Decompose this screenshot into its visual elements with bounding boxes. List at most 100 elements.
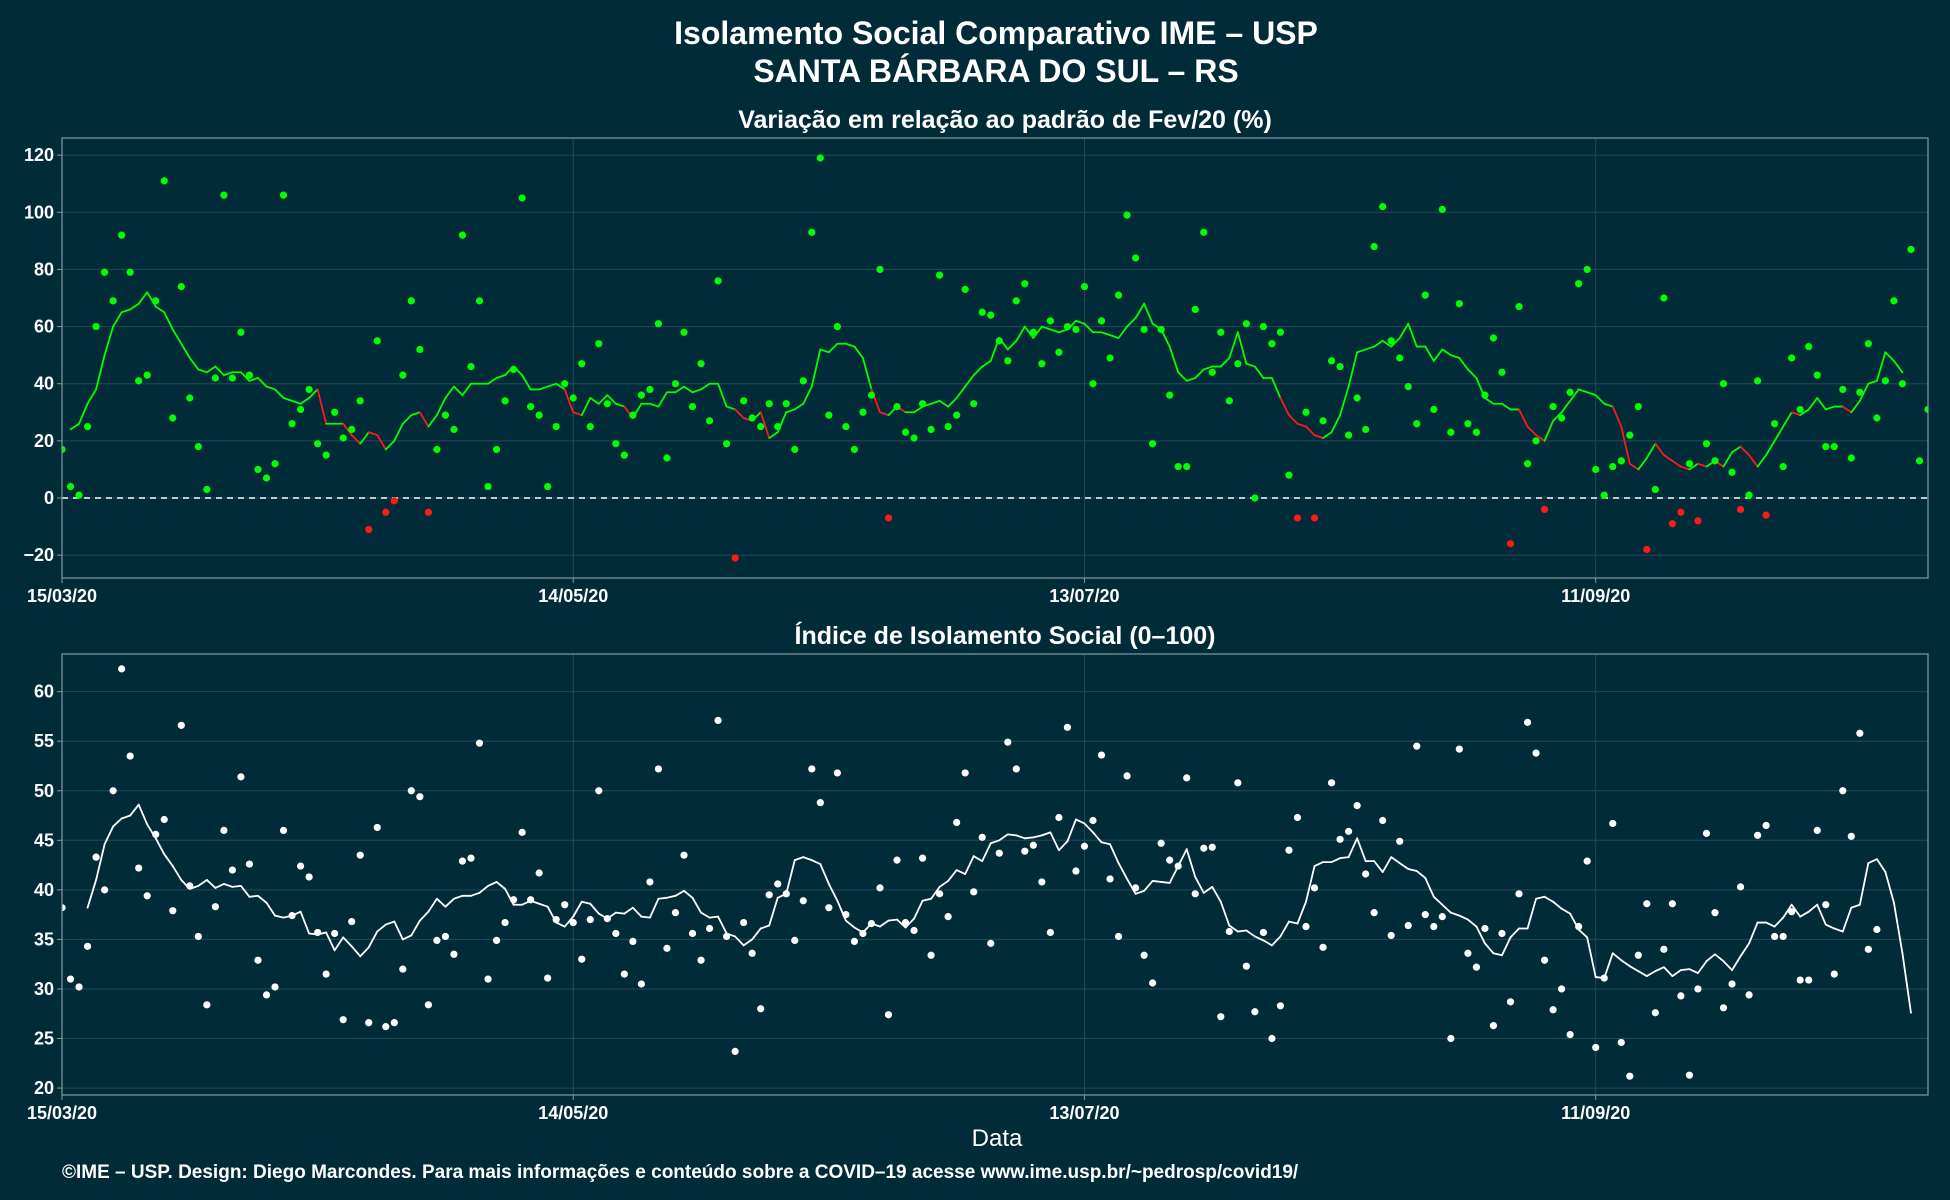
- data-point: [118, 665, 126, 673]
- moving-average-segment: [359, 946, 370, 958]
- data-point: [995, 337, 1003, 345]
- data-point: [765, 891, 773, 899]
- moving-average-segment: [495, 881, 506, 890]
- data-point: [1447, 428, 1455, 436]
- panel-title: Variação em relação ao padrão de Fev/20 …: [738, 106, 1272, 134]
- moving-average-segment: [580, 900, 592, 905]
- data-point: [407, 297, 415, 305]
- data-point: [1634, 402, 1642, 411]
- data-point: [1651, 485, 1659, 494]
- data-point: [867, 391, 876, 399]
- data-point: [1251, 1008, 1259, 1016]
- moving-average-segment: [947, 869, 958, 882]
- data-point: [1200, 844, 1208, 852]
- moving-average-segment: [188, 357, 200, 371]
- moving-average-segment: [129, 302, 140, 311]
- data-point: [1771, 932, 1779, 941]
- data-point: [83, 422, 92, 431]
- data-point: [450, 425, 458, 434]
- moving-average-segment: [1015, 325, 1026, 342]
- data-point: [492, 445, 501, 454]
- data-point: [1864, 945, 1872, 953]
- moving-average-segment: [240, 371, 251, 382]
- moving-average-segment: [683, 385, 694, 394]
- data-point: [211, 374, 219, 382]
- moving-average-segment: [1645, 442, 1657, 459]
- moving-average-segment: [1824, 923, 1836, 930]
- moving-average-segment: [1228, 924, 1239, 933]
- data-point: [1702, 829, 1711, 837]
- moving-average-segment: [214, 883, 225, 889]
- data-point: [1276, 328, 1285, 336]
- data-point: [348, 917, 356, 926]
- moving-average-segment: [972, 365, 984, 377]
- moving-average-segment: [879, 919, 890, 928]
- data-point: [1234, 779, 1242, 787]
- moving-average-segment: [410, 411, 421, 417]
- moving-average-segment: [427, 897, 438, 913]
- moving-average-segment: [1893, 359, 1904, 374]
- data-point: [126, 268, 134, 276]
- data-point: [1481, 924, 1489, 933]
- moving-average-segment: [342, 936, 353, 948]
- data-point: [1370, 242, 1378, 251]
- moving-average-segment: [1893, 901, 1904, 955]
- moving-average-segment: [1356, 837, 1367, 863]
- data-point: [509, 896, 518, 904]
- moving-average-segment: [171, 328, 183, 345]
- data-point: [177, 721, 185, 729]
- data-point: [1225, 927, 1233, 936]
- data-point: [1822, 442, 1830, 451]
- data-point: [118, 231, 126, 239]
- moving-average-segment: [657, 896, 668, 900]
- data-point: [143, 371, 151, 379]
- moving-average-segment: [844, 342, 856, 348]
- moving-average-segment: [427, 414, 438, 428]
- data-point: [220, 826, 228, 835]
- moving-average-segment: [1466, 918, 1478, 928]
- moving-average-segment: [1117, 325, 1128, 339]
- data-point: [254, 956, 262, 964]
- moving-average-segment: [989, 839, 1001, 845]
- data-point: [765, 400, 773, 408]
- moving-average-segment: [1739, 445, 1750, 457]
- moving-average-segment: [1671, 459, 1682, 468]
- moving-average-segment: [802, 856, 813, 862]
- data-point: [1234, 360, 1242, 368]
- data-point: [842, 911, 850, 919]
- data-point: [1140, 325, 1148, 334]
- data-point: [1489, 334, 1498, 342]
- moving-average-segment: [589, 902, 600, 915]
- data-point: [1106, 875, 1114, 883]
- moving-average-segment: [1722, 451, 1733, 468]
- data-point: [390, 1019, 398, 1027]
- data-point: [1268, 340, 1276, 348]
- data-point: [62, 904, 66, 912]
- moving-average-segment: [1143, 880, 1154, 892]
- data-point: [535, 869, 543, 877]
- data-point: [910, 926, 918, 935]
- data-point: [1762, 821, 1770, 830]
- x-tick-label: 15/03/20: [27, 586, 97, 606]
- moving-average-segment: [1697, 960, 1708, 975]
- index-panel: Índice de Isolamento Social (0–100) 20 25 3…: [27, 621, 1929, 1152]
- data-point: [484, 482, 492, 491]
- data-point: [1421, 911, 1429, 919]
- moving-average-segment: [1134, 889, 1146, 895]
- data-point: [1540, 956, 1549, 964]
- data-point: [1157, 839, 1165, 847]
- moving-average-segment: [1867, 858, 1878, 865]
- data-point: [331, 929, 339, 938]
- moving-average-segment: [1219, 900, 1231, 927]
- moving-average-segment: [1109, 334, 1120, 339]
- data-point: [808, 228, 816, 236]
- moving-average-segment: [1654, 442, 1665, 457]
- data-point: [1506, 540, 1515, 548]
- data-point: [1310, 514, 1319, 522]
- moving-average-segment: [1432, 348, 1444, 362]
- data-point: [1626, 431, 1634, 439]
- data-point: [1736, 883, 1745, 891]
- data-point: [1166, 856, 1174, 864]
- data-point: [467, 362, 475, 371]
- data-point: [705, 417, 714, 425]
